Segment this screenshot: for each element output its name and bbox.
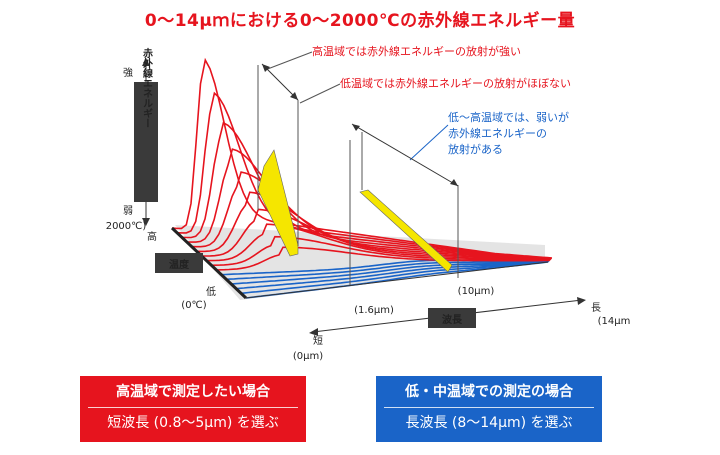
energy-curve <box>241 260 549 295</box>
wavelength-axis-long: 長 <box>591 302 601 314</box>
long-wave-box-subtitle: 長波長 (8～14μm) を選ぶ <box>405 415 573 431</box>
temp-axis-high-value: 2000℃) <box>106 221 147 232</box>
energy-curve <box>201 208 551 261</box>
callout-mid-1: 低～高温域では、弱いが <box>448 110 569 124</box>
callout-mid-2: 赤外線エネルギーの <box>448 126 547 140</box>
temp-axis-low-value: (0℃) <box>181 300 206 311</box>
band-dim-line-1 <box>261 63 299 101</box>
energy-curve <box>236 260 549 290</box>
callout-mid-3: 放射がある <box>448 142 503 156</box>
short-wave-box-divider <box>88 407 298 408</box>
long-band-highlight <box>359 189 453 273</box>
energy-curve <box>196 191 551 261</box>
energy-curve <box>206 223 551 262</box>
wavelength-axis-short: 短 <box>313 334 323 347</box>
temp-axis-label: 温度 <box>169 258 190 271</box>
temp-axis-high: 高 <box>147 230 157 243</box>
wavelength-axis-label-box <box>428 308 476 328</box>
wavelength-axis-short-value: (0μm) <box>293 351 323 362</box>
energy-axis-bottom: 弱 <box>123 205 133 217</box>
wavelength-base-edge <box>245 261 549 299</box>
short-wave-box: 高温域で測定したい場合 短波長 (0.8～5μm) を選ぶ <box>80 376 306 442</box>
long-wave-box-title: 低・中温域での測定の場合 <box>405 384 573 400</box>
energy-axis-label-box <box>134 82 158 202</box>
wavelength-axis-arrow-right <box>577 297 586 305</box>
wavelength-mark-2: (10μm) <box>458 286 495 297</box>
long-wave-box: 低・中温域での測定の場合 長波長 (8～14μm) を選ぶ <box>376 376 602 442</box>
callout-line-low <box>299 83 341 104</box>
arrow-head <box>290 92 298 100</box>
long-wave-box-divider <box>384 407 594 408</box>
temp-axis-line <box>170 226 248 300</box>
energy-axis-label: 赤外線エネルギー <box>141 47 154 128</box>
wavelength-axis-label: 波長 <box>442 313 463 326</box>
arrow-head <box>262 64 270 72</box>
energy-axis-arrow-bottom <box>142 218 150 226</box>
energy-curve <box>226 260 550 281</box>
energy-curve <box>211 235 550 267</box>
callout-high: 高温域では赤外線エネルギーの放射が強い <box>312 44 521 58</box>
arrow-head <box>450 179 458 186</box>
callout-low: 低温域では赤外線エネルギーの放射がほぼない <box>340 76 571 90</box>
energy-axis-arrow-top <box>142 58 150 66</box>
energy-curve <box>216 246 550 271</box>
curve-group <box>171 57 553 299</box>
temp-axis-low: 低 <box>206 285 216 298</box>
energy-curve <box>221 259 550 276</box>
arrow-head <box>352 124 360 131</box>
wavelength-mark-1: (1.6μm) <box>354 305 394 316</box>
callout-line-high <box>264 51 313 71</box>
short-wave-box-subtitle: 短波長 (0.8～5μm) を選ぶ <box>107 415 279 431</box>
callout-line-mid <box>409 124 449 161</box>
wavelength-axis-arrow-left <box>309 328 318 336</box>
short-wave-box-title: 高温域で測定したい場合 <box>116 384 270 400</box>
wavelength-axis-long-value: (14μm <box>598 316 631 327</box>
temp-axis-label-box <box>155 253 203 273</box>
energy-axis-top: 強 <box>123 66 133 79</box>
energy-curve <box>171 57 553 259</box>
band-dim-line-2 <box>351 123 459 187</box>
energy-curve <box>231 260 549 285</box>
diagram-title: 0～14μｍにおける0～2000℃の赤外線エネルギー量 <box>144 11 576 31</box>
